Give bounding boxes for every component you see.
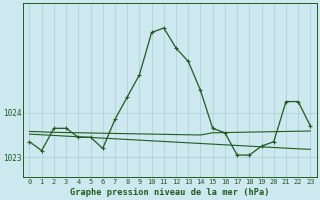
X-axis label: Graphe pression niveau de la mer (hPa): Graphe pression niveau de la mer (hPa) bbox=[70, 188, 270, 197]
